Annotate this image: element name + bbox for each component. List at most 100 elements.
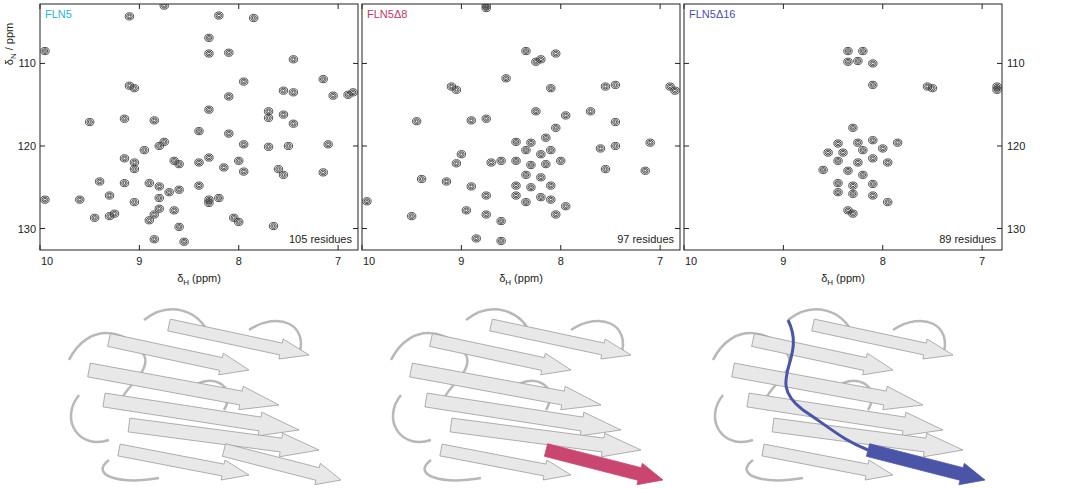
- peak: [140, 147, 148, 154]
- contour: [123, 118, 126, 120]
- y-tick: [353, 63, 358, 64]
- contour: [564, 114, 567, 116]
- contour: [835, 158, 841, 163]
- contour: [452, 86, 460, 93]
- contour: [849, 124, 857, 131]
- contour: [528, 140, 534, 145]
- peak: [125, 13, 133, 20]
- contour: [931, 87, 934, 89]
- x-tick: [882, 245, 883, 250]
- contour: [180, 238, 188, 245]
- peak: [869, 60, 877, 67]
- contour: [488, 160, 494, 165]
- contour: [498, 219, 504, 224]
- peak: [150, 117, 158, 124]
- contour: [893, 139, 901, 146]
- peak: [537, 174, 545, 181]
- peak: [844, 58, 852, 65]
- contour: [133, 201, 136, 203]
- contour: [884, 159, 892, 166]
- contour: [153, 119, 156, 121]
- contour: [535, 110, 538, 112]
- contour: [267, 117, 270, 119]
- contour: [522, 147, 530, 154]
- peak: [155, 142, 163, 149]
- contour: [415, 120, 418, 122]
- contour: [267, 110, 270, 112]
- contour: [155, 183, 163, 190]
- contour: [871, 183, 874, 185]
- peak: [849, 124, 857, 131]
- contour: [539, 196, 542, 198]
- contour: [148, 182, 151, 184]
- contour: [176, 224, 182, 229]
- contour: [132, 160, 138, 165]
- peak: [641, 167, 649, 174]
- contour: [845, 208, 851, 213]
- contour: [589, 110, 592, 112]
- peak: [482, 115, 490, 122]
- contour: [523, 172, 529, 177]
- contour: [206, 155, 212, 160]
- contour: [330, 93, 336, 98]
- deleted-loop: [786, 320, 868, 450]
- peak: [512, 182, 520, 189]
- contour: [869, 155, 877, 162]
- peak: [442, 178, 450, 185]
- contour: [289, 56, 297, 63]
- contour: [142, 148, 148, 153]
- contour: [205, 34, 213, 41]
- contour: [646, 139, 654, 146]
- contour: [850, 211, 856, 216]
- y-tick: [40, 145, 45, 146]
- contour: [44, 198, 47, 200]
- contour: [120, 115, 128, 122]
- frame: [362, 4, 680, 250]
- peak: [497, 237, 505, 244]
- contour: [825, 150, 831, 155]
- contour: [497, 237, 505, 244]
- peak: [175, 186, 183, 193]
- contour: [155, 142, 163, 149]
- contour: [279, 111, 287, 118]
- contour: [537, 151, 545, 158]
- contour: [522, 47, 530, 54]
- contour: [482, 192, 490, 199]
- contour: [553, 125, 559, 130]
- contour: [241, 169, 247, 174]
- contour: [225, 93, 233, 100]
- contour: [857, 141, 860, 143]
- peak: [264, 114, 272, 121]
- contour: [857, 60, 860, 62]
- peak: [205, 34, 213, 41]
- contour: [885, 160, 891, 165]
- peak: [240, 168, 248, 175]
- contour: [601, 166, 609, 173]
- contour: [538, 152, 544, 157]
- contour: [850, 125, 856, 130]
- peaks: [819, 47, 1001, 217]
- contour: [549, 198, 552, 200]
- x-tick-label: 7: [657, 255, 663, 267]
- peak: [417, 175, 425, 182]
- peak: [611, 81, 619, 88]
- contour: [130, 85, 138, 92]
- contour: [513, 183, 519, 188]
- y-tick: [675, 145, 680, 146]
- protein-cartoon: [391, 309, 663, 484]
- x-tick: [238, 245, 239, 250]
- panel: 10987110120130FLN5105 residuesδH (ppm)δN…: [3, 2, 358, 287]
- contour: [158, 145, 161, 147]
- x-tick-label: 10: [363, 255, 375, 267]
- x-axis-title: δH (ppm): [821, 272, 865, 287]
- y-tick: [684, 63, 689, 64]
- y-tick-label: 110: [1007, 57, 1025, 69]
- contour: [198, 184, 201, 186]
- peak: [928, 85, 936, 92]
- contour: [156, 206, 162, 211]
- contour: [562, 112, 570, 119]
- y-tick: [684, 228, 689, 229]
- contour: [928, 85, 936, 92]
- contour: [525, 174, 528, 176]
- x-tick: [338, 245, 339, 250]
